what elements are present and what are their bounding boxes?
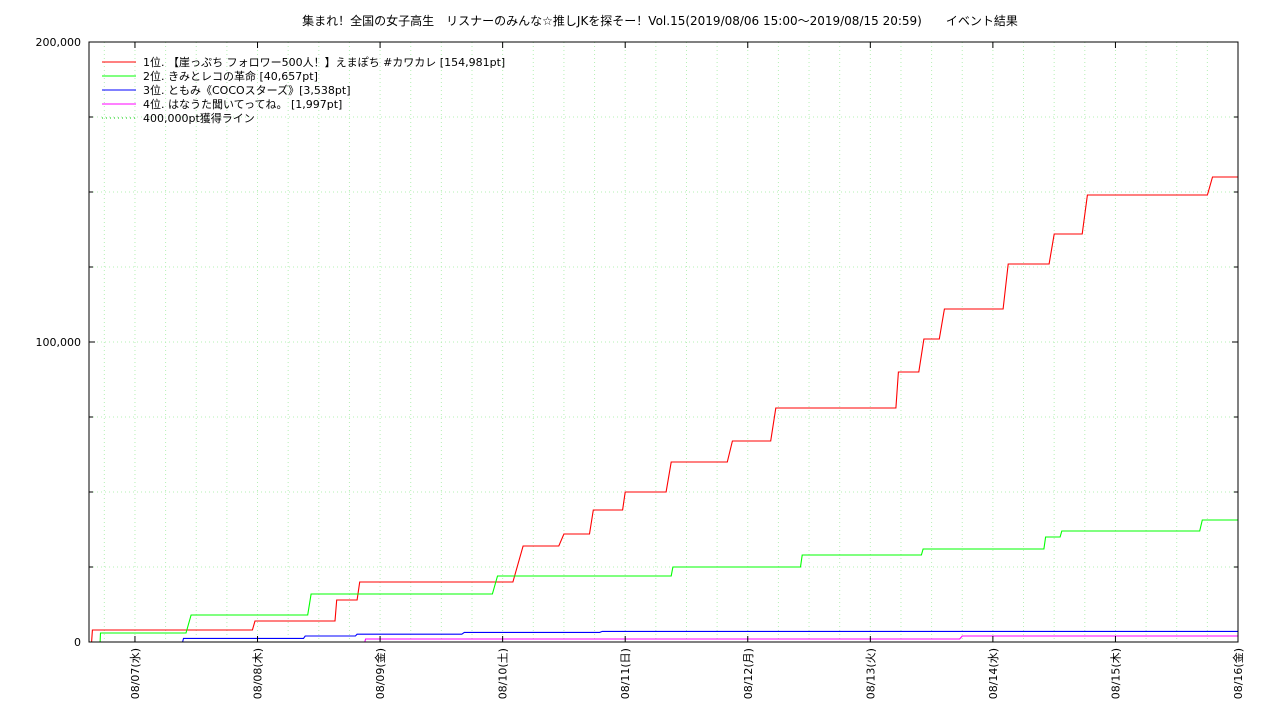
x-tick-label: 08/11(日) (619, 648, 632, 699)
x-tick-label: 08/10(土) (497, 648, 510, 699)
grid-lines (89, 42, 1238, 642)
y-tick-label: 100,000 (36, 336, 82, 349)
x-tick-label: 08/09(金) (373, 648, 387, 699)
x-tick-label: 08/12(月) (742, 648, 755, 699)
chart-title: 集まれ！全国の女子高生 リスナーのみんな☆推しJKを探そー！Vol.15(201… (302, 13, 1018, 28)
legend-label-1: 1位. 【崖っぷち フォロワー500人！】えまぽち #カワカレ [154,981… (143, 55, 505, 69)
series-line-1 (91, 176, 1238, 643)
series-line-2 (99, 519, 1238, 643)
x-tick-label: 08/14(水) (987, 648, 1000, 699)
plot-series (91, 176, 1238, 643)
series-line-4 (364, 635, 1238, 643)
x-tick-label: 08/13(火) (864, 648, 877, 699)
legend-label-2: 2位. きみとレコの革命 [40,657pt] (143, 69, 318, 83)
legend-label-5: 400,000pt獲得ライン (143, 112, 255, 125)
x-tick-label: 08/07(水) (129, 648, 142, 699)
legend-label-4: 4位. はなうた聞いてってね。 [1,997pt] (143, 97, 342, 111)
legend: 1位. 【崖っぷち フォロワー500人！】えまぽち #カワカレ [154,981… (102, 55, 505, 125)
legend-label-3: 3位. ともみ《COCOスターズ》[3,538pt] (143, 83, 351, 97)
y-tick-label: 200,000 (36, 36, 82, 49)
x-tick-label: 08/08(木) (252, 648, 265, 699)
x-tick-label: 08/15(木) (1109, 648, 1122, 699)
series-line-3 (182, 630, 1238, 643)
axis-ticks: 0 100,000 200,000 08/07(水) 08/08(木) 08/09(金) 0… (36, 36, 1246, 699)
x-tick-label: 08/16(金) (1231, 648, 1245, 699)
y-tick-label: 0 (74, 636, 81, 649)
